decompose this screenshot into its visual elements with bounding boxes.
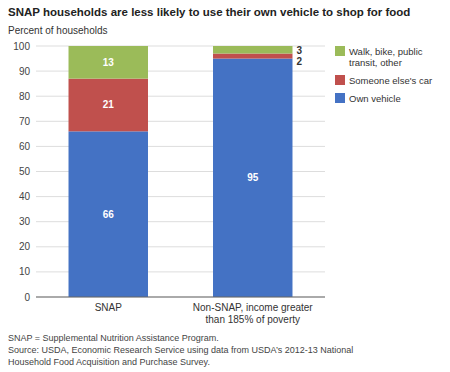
title: SNAP households are less likely to use t… [8, 6, 410, 18]
text-line: Source: USDA, Economic Research Service … [8, 345, 353, 355]
text-line: SNAP = Supplemental Nutrition Assistance… [8, 333, 219, 343]
y-tick-label: 90 [19, 66, 31, 77]
footnote: SNAP = Supplemental Nutrition Assistance… [8, 333, 353, 367]
text-line: Walk, bike, public [349, 46, 423, 57]
text-line: SNAP households are less likely to use t… [8, 6, 410, 18]
legend-label: Someone else's car [349, 75, 432, 86]
x-axis-line [36, 297, 325, 298]
y-tick-label: 20 [19, 241, 31, 252]
y-tick-label: 80 [19, 91, 31, 102]
text-line: Non-SNAP, income greater [193, 302, 314, 313]
y-tick-label: 100 [13, 41, 30, 52]
grid-line [36, 297, 325, 298]
y-tick-label: 40 [19, 191, 31, 202]
bar-segment [69, 46, 148, 79]
grid [36, 46, 325, 297]
y-tick-label: 70 [19, 116, 31, 127]
y-tick-label: 30 [19, 216, 31, 227]
text-line: Household Food Acquisition and Purchase … [8, 357, 210, 367]
legend-label: Walk, bike, publictransit, other [349, 46, 423, 68]
legend-swatch [335, 75, 345, 85]
y-tick-label: 60 [19, 141, 31, 152]
bar-segment [69, 131, 148, 297]
data-labels: 66 21 13 95 32 [103, 45, 303, 220]
data-label: 13 [103, 57, 115, 68]
text-line: Someone else's car [349, 75, 432, 86]
text-line: than 185% of poverty [205, 314, 300, 325]
x-tick-label: SNAP [95, 302, 123, 313]
chart: SNAP households are less likely to use t… [0, 0, 450, 372]
data-label: 21 [103, 99, 115, 110]
legend: Walk, bike, publictransit, other Someone … [335, 46, 432, 104]
text-line: SNAP [95, 302, 123, 313]
y-tick-label: 50 [19, 166, 31, 177]
legend-label: Own vehicle [349, 93, 401, 104]
data-label: 3 [296, 45, 302, 56]
y-tick-label: 10 [19, 266, 31, 277]
legend-swatch [335, 93, 345, 103]
bar-segment [213, 54, 292, 59]
text-line: Own vehicle [349, 93, 401, 104]
data-label: 66 [103, 209, 115, 220]
data-label: 95 [247, 172, 259, 183]
y-axis-label: Percent of households [8, 25, 108, 36]
text-line: transit, other [349, 57, 402, 68]
x-tick-label: Non-SNAP, income greaterthan 185% of pov… [193, 302, 314, 325]
y-tick-label: 0 [24, 292, 30, 303]
legend-swatch [335, 46, 345, 56]
data-label: 2 [296, 56, 302, 67]
bar-segment [213, 59, 292, 297]
bar-segment [69, 79, 148, 132]
bar-segment [213, 46, 292, 54]
bars [69, 46, 293, 297]
